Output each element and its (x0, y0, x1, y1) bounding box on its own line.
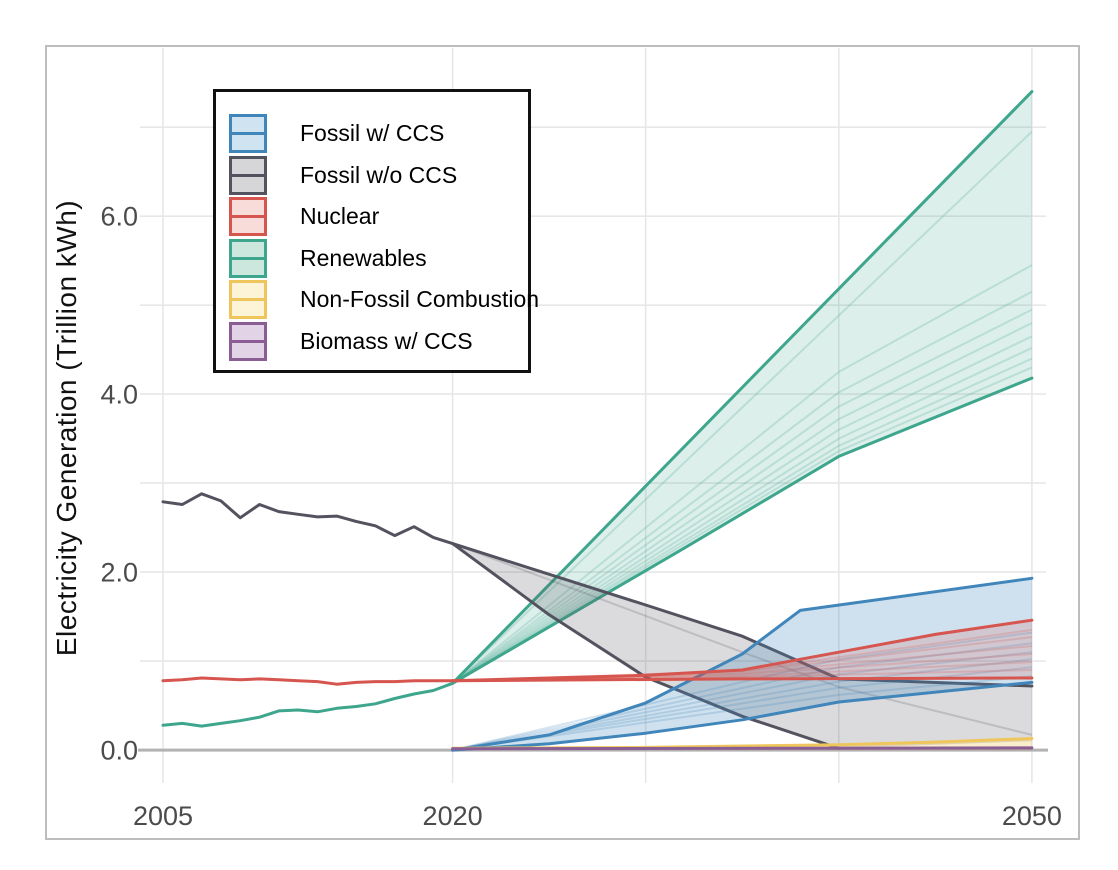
fossil-w-ccs-member-line (452, 675, 1032, 752)
legend-item-nuclear: Nuclear (216, 196, 528, 238)
nuclear-edge-line (451, 618, 1034, 683)
series-fossil-w-ccs (451, 576, 1034, 752)
nuclear-history-line (161, 676, 455, 686)
renewables-member-line (451, 130, 1033, 685)
legend-label: Renewables (300, 244, 427, 271)
fossil-w-ccs-edge-line (451, 680, 1034, 752)
renewables-member-line (451, 290, 1033, 685)
legend-swatch-biomass-w-ccs-icon (229, 321, 267, 361)
renewables-member-line (451, 264, 1033, 685)
legend-label: Nuclear (300, 203, 380, 230)
x-tick-label: 2050 (1002, 801, 1062, 831)
renewables-member-line (452, 308, 1033, 685)
renewables-member-line (452, 357, 1033, 685)
series-nuclear (161, 618, 1034, 686)
y-tick-label: 2.0 (100, 558, 138, 588)
fossil-wo-ccs-history-line (161, 492, 455, 546)
renewables-edge-line (451, 90, 1034, 685)
nuclear-edge-line (451, 676, 1034, 683)
fossil-w-ccs-member-line (452, 631, 1033, 752)
fossil-w-ccs-band (452, 578, 1032, 751)
series-biomass-w-ccs (451, 746, 1034, 751)
fossil-w-ccs-member-line (452, 642, 1033, 752)
renewables-edge-line (451, 376, 1034, 685)
y-axis-title: Electricity Generation (Trillion kWh) (51, 199, 82, 657)
legend-item-biomass-w-ccs: Biomass w/ CCS (216, 321, 528, 363)
renewables-member-line (452, 322, 1033, 685)
legend-item-fossil-wo-ccs: Fossil w/o CCS (216, 155, 528, 197)
legend-label: Non-Fossil Combustion (300, 286, 540, 313)
y-tick-label: 0.0 (100, 736, 138, 766)
x-tick-label: 2005 (133, 801, 193, 831)
legend-label: Fossil w/ CCS (300, 120, 445, 147)
y-tick-label: 4.0 (100, 380, 138, 410)
legend-swatch-fossil-wo-ccs-icon (229, 155, 267, 195)
fossil-w-ccs-member-line (452, 658, 1033, 752)
legend-swatch-fossil-w-ccs-icon (229, 114, 267, 154)
renewables-member-line (452, 366, 1033, 685)
legend-item-renewables: Renewables (216, 238, 528, 280)
biomass-w-ccs-edge-line (451, 746, 1034, 751)
renewables-history-line (161, 681, 455, 728)
renewables-member-line (452, 346, 1033, 685)
legend-swatch-non-fossil-combustion-icon (229, 280, 267, 320)
legend-label: Biomass w/ CCS (300, 327, 473, 354)
legend-item-fossil-w-ccs: Fossil w/ CCS (216, 113, 528, 155)
axis-tick-labels: 2005 2020 2050 0.0 2.0 4.0 6.0 (100, 202, 1061, 831)
renewables-member-line (452, 335, 1033, 685)
fossil-wo-ccs-edge-line (451, 542, 841, 750)
nuclear-band (452, 620, 1032, 681)
fossil-wo-ccs-edge-line (451, 542, 1034, 688)
legend-item-non-fossil-combustion: Non-Fossil Combustion (216, 279, 539, 321)
series-renewables (161, 90, 1034, 728)
fossil-w-ccs-member-line (452, 666, 1033, 752)
legend: Fossil w/ CCS Fossil w/o CCS Nuclear Ren… (213, 89, 539, 373)
y-tick-label: 6.0 (100, 202, 138, 232)
legend-label: Fossil w/o CCS (300, 161, 458, 188)
fossil-wo-ccs-member-line (452, 542, 1033, 736)
x-tick-label: 2020 (423, 801, 483, 831)
legend-swatch-nuclear-icon (229, 197, 267, 237)
legend-swatch-renewables-icon (229, 238, 267, 278)
